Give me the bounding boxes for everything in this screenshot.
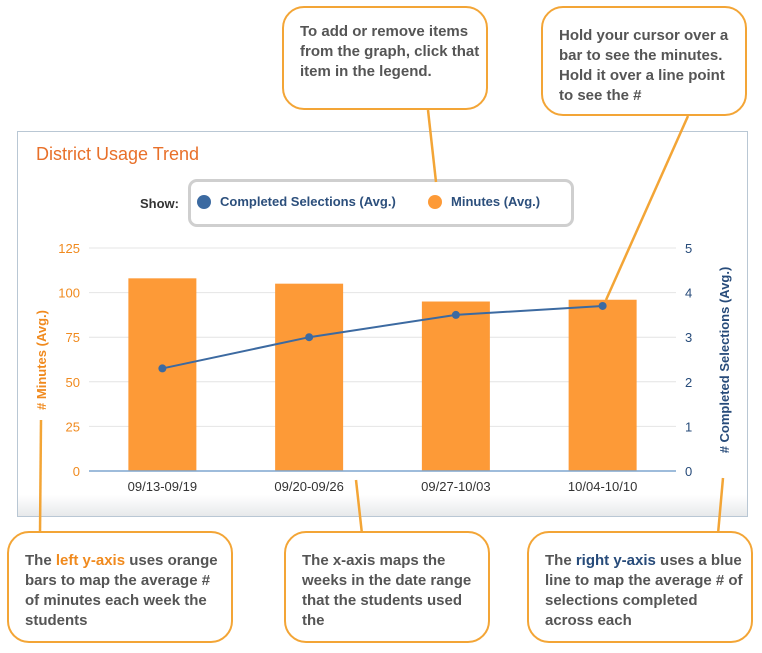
bar[interactable] — [128, 278, 197, 471]
legend-box — [188, 179, 574, 227]
callout-x-axis: The x-axis maps the weeks in the date ra… — [284, 531, 490, 643]
callout-right-axis-pre: The — [545, 552, 576, 569]
callout-right-axis-post: uses a blue line to map the average # of… — [545, 552, 743, 629]
legend-label: Minutes (Avg.) — [451, 194, 541, 209]
x-tick-label: 10/04-10/10 — [568, 479, 637, 494]
y-right-tick-label: 1 — [685, 419, 692, 434]
y-left-tick-label: 75 — [66, 330, 80, 345]
line-point[interactable] — [451, 310, 460, 319]
line-point[interactable] — [158, 364, 167, 373]
legend-show-label: Show: — [140, 196, 179, 211]
callout-x-axis-text: The x-axis maps the weeks in the date ra… — [302, 552, 472, 629]
callout-left-axis-post: uses orange bars to map the average # of… — [25, 552, 218, 629]
y-left-tick-label: 50 — [66, 375, 80, 390]
chart-panel-footer — [18, 495, 747, 516]
callout-left-axis: The left y-axis uses orange bars to map … — [7, 531, 233, 643]
series-line — [162, 304, 603, 370]
y-left-tick-label: 125 — [58, 241, 80, 256]
callout-right-axis: The right y-axis uses a blue line to map… — [527, 531, 753, 643]
legend-dot-orange — [428, 194, 442, 209]
y-right-tick-label: 2 — [685, 375, 692, 390]
bar[interactable] — [568, 299, 637, 471]
y-left-tick-label: 100 — [58, 286, 80, 301]
y-right-tick-label: 0 — [685, 464, 692, 479]
y-right-tick-label: 3 — [685, 330, 692, 345]
legend-item-minutes[interactable]: Minutes (Avg.) — [428, 194, 540, 209]
callout-hover-tip-text: Hold your cursor over a bar to see the m… — [559, 27, 729, 104]
y-right-axis-title: # Completed Selections (Avg.) — [717, 267, 732, 454]
y-left-tick-label: 25 — [66, 419, 80, 434]
line-point[interactable] — [598, 301, 607, 310]
callout-hover-tip: Hold your cursor over a bar to see the m… — [541, 6, 747, 116]
y-right-tick-label: 4 — [685, 286, 692, 301]
callout-right-axis-highlight: right y-axis — [575, 552, 656, 569]
bar[interactable] — [421, 301, 490, 471]
callout-left-axis-pre: The — [25, 552, 56, 569]
pointer-right-axis — [716, 477, 725, 535]
legend-label: Completed Selections (Avg.) — [220, 194, 396, 209]
x-tick-label: 09/27-10/03 — [421, 479, 490, 494]
line-point[interactable] — [305, 333, 314, 342]
legend-dot-blue — [197, 194, 211, 209]
y-right-tick-label: 5 — [685, 241, 692, 256]
y-left-tick-label: 0 — [73, 464, 80, 479]
pointer-legend-tip — [426, 109, 438, 183]
x-tick-label: 09/13-09/19 — [128, 479, 197, 494]
x-tick-label: 09/20-09/26 — [274, 479, 343, 494]
callout-right-axis-text: The right y-axis uses a blue line to map… — [545, 551, 745, 631]
pointer-x-axis — [354, 479, 364, 535]
pointer-hover-tip — [604, 115, 690, 301]
y-left-axis-title: # Minutes (Avg.) — [34, 310, 49, 410]
callout-legend-tip-text: To add or remove items from the graph, c… — [300, 23, 480, 80]
chart-title: District Usage Trend — [36, 144, 200, 164]
callout-left-axis-text: The left y-axis uses orange bars to map … — [25, 551, 225, 631]
callout-left-axis-highlight: left y-axis — [55, 552, 126, 569]
callout-legend-tip: To add or remove items from the graph, c… — [282, 6, 488, 110]
legend-item-completed-selections[interactable]: Completed Selections (Avg.) — [197, 194, 396, 209]
pointer-left-axis — [38, 419, 43, 535]
bar[interactable] — [275, 283, 344, 471]
